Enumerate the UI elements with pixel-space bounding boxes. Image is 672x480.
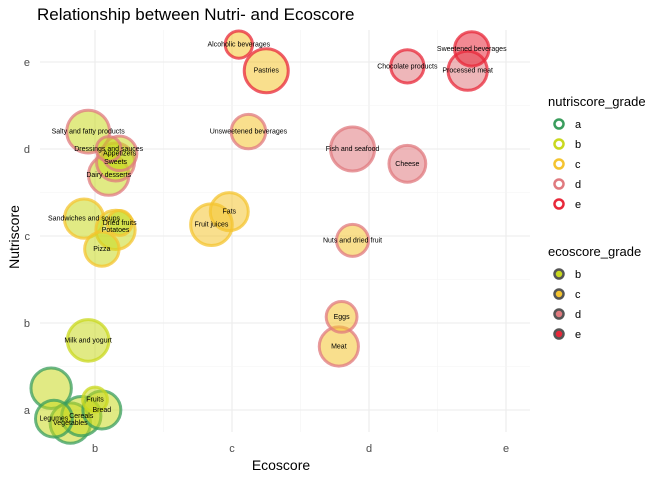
legend-label: d bbox=[575, 309, 581, 321]
points bbox=[29, 29, 491, 445]
legend-title: ecoscore_grade bbox=[548, 244, 641, 259]
y-tick-label: d bbox=[24, 144, 30, 156]
point-label: Nuts and dried fruit bbox=[323, 237, 382, 244]
point-label: Milk and yogurt bbox=[64, 337, 112, 344]
point-label: Fats bbox=[222, 209, 236, 216]
legend-key bbox=[553, 288, 565, 300]
legend-title: nutriscore_grade bbox=[548, 94, 646, 109]
point-label: Fish and seafood bbox=[326, 146, 380, 153]
point-label: Sweetened beverages bbox=[437, 46, 507, 53]
legend-key bbox=[553, 178, 565, 190]
legend-label: b bbox=[575, 139, 581, 151]
point-label: Potatoes bbox=[102, 227, 130, 234]
data-point bbox=[94, 135, 123, 163]
point-label: Alcoholic beverages bbox=[208, 42, 271, 49]
legend-label: b bbox=[575, 269, 581, 281]
point-label: Cereals bbox=[69, 413, 94, 420]
legend-key bbox=[553, 118, 565, 130]
legend-label: e bbox=[575, 329, 581, 341]
legend-label: c bbox=[575, 289, 581, 301]
data-point bbox=[387, 143, 428, 184]
point-label: Fruits bbox=[86, 397, 104, 404]
chart-title: Relationship between Nutri- and Ecoscore bbox=[37, 5, 355, 24]
data-point bbox=[81, 385, 109, 414]
data-point bbox=[335, 222, 371, 258]
point-label: Pastries bbox=[254, 68, 280, 75]
data-point bbox=[389, 48, 426, 85]
data-point bbox=[329, 125, 377, 173]
legend-key bbox=[553, 198, 565, 210]
y-tick-label: c bbox=[25, 231, 31, 243]
point-label: Vegetables bbox=[53, 420, 88, 427]
data-point bbox=[223, 29, 254, 60]
x-axis-title: Ecoscore bbox=[252, 457, 311, 473]
legend-label: a bbox=[575, 119, 582, 131]
data-point bbox=[229, 112, 268, 151]
data-point bbox=[453, 30, 491, 68]
point-label: Salty and fatty products bbox=[52, 129, 126, 136]
point-labels: Alcoholic beverages Pastries Chocolate pro… bbox=[40, 42, 508, 427]
legend-label: c bbox=[575, 159, 581, 171]
point-label: Sandwiches and soups bbox=[48, 216, 120, 223]
point-label: Processed meat bbox=[442, 68, 493, 75]
x-tick-label: e bbox=[503, 443, 509, 455]
data-point bbox=[242, 47, 290, 95]
point-label: Fruit juices bbox=[195, 222, 229, 229]
point-label: Dairy desserts bbox=[86, 172, 131, 179]
point-label: Chocolate products bbox=[377, 63, 438, 70]
x-tick-label: d bbox=[366, 443, 372, 455]
point-label: Cheese bbox=[395, 161, 419, 168]
data-point bbox=[105, 209, 134, 237]
point-label: Unsweetened beverages bbox=[210, 129, 288, 136]
point-label: Appetizers bbox=[103, 150, 137, 157]
point-label: Bread bbox=[93, 407, 112, 414]
legend-key bbox=[553, 328, 565, 340]
y-tick-label: b bbox=[24, 318, 30, 330]
legend-key bbox=[553, 308, 565, 320]
point-label: Sweets bbox=[104, 159, 127, 166]
y-axis-title: Nutriscore bbox=[6, 205, 22, 269]
y-tick-label: e bbox=[24, 57, 30, 69]
legend-label: e bbox=[575, 199, 581, 211]
data-point bbox=[65, 318, 111, 363]
legend-key bbox=[553, 158, 565, 170]
point-label: Eggs bbox=[334, 314, 350, 321]
legend-key bbox=[553, 138, 565, 150]
data-point bbox=[324, 300, 359, 334]
point-label: Meat bbox=[331, 343, 347, 350]
data-point bbox=[83, 230, 121, 268]
legend-label: d bbox=[575, 179, 581, 191]
point-label: Dressings and sauces bbox=[74, 146, 143, 153]
y-tick-label: a bbox=[24, 405, 31, 417]
legend-key bbox=[553, 268, 565, 280]
point-label: Pizza bbox=[93, 246, 110, 253]
axes: b c d e a b c d e bbox=[24, 57, 509, 455]
x-tick-label: b bbox=[92, 443, 98, 455]
x-tick-label: c bbox=[229, 443, 235, 455]
data-point bbox=[208, 191, 250, 233]
point-label: Dried fruits bbox=[103, 220, 137, 227]
data-point bbox=[34, 398, 74, 439]
point-label: Legumes bbox=[40, 416, 69, 423]
